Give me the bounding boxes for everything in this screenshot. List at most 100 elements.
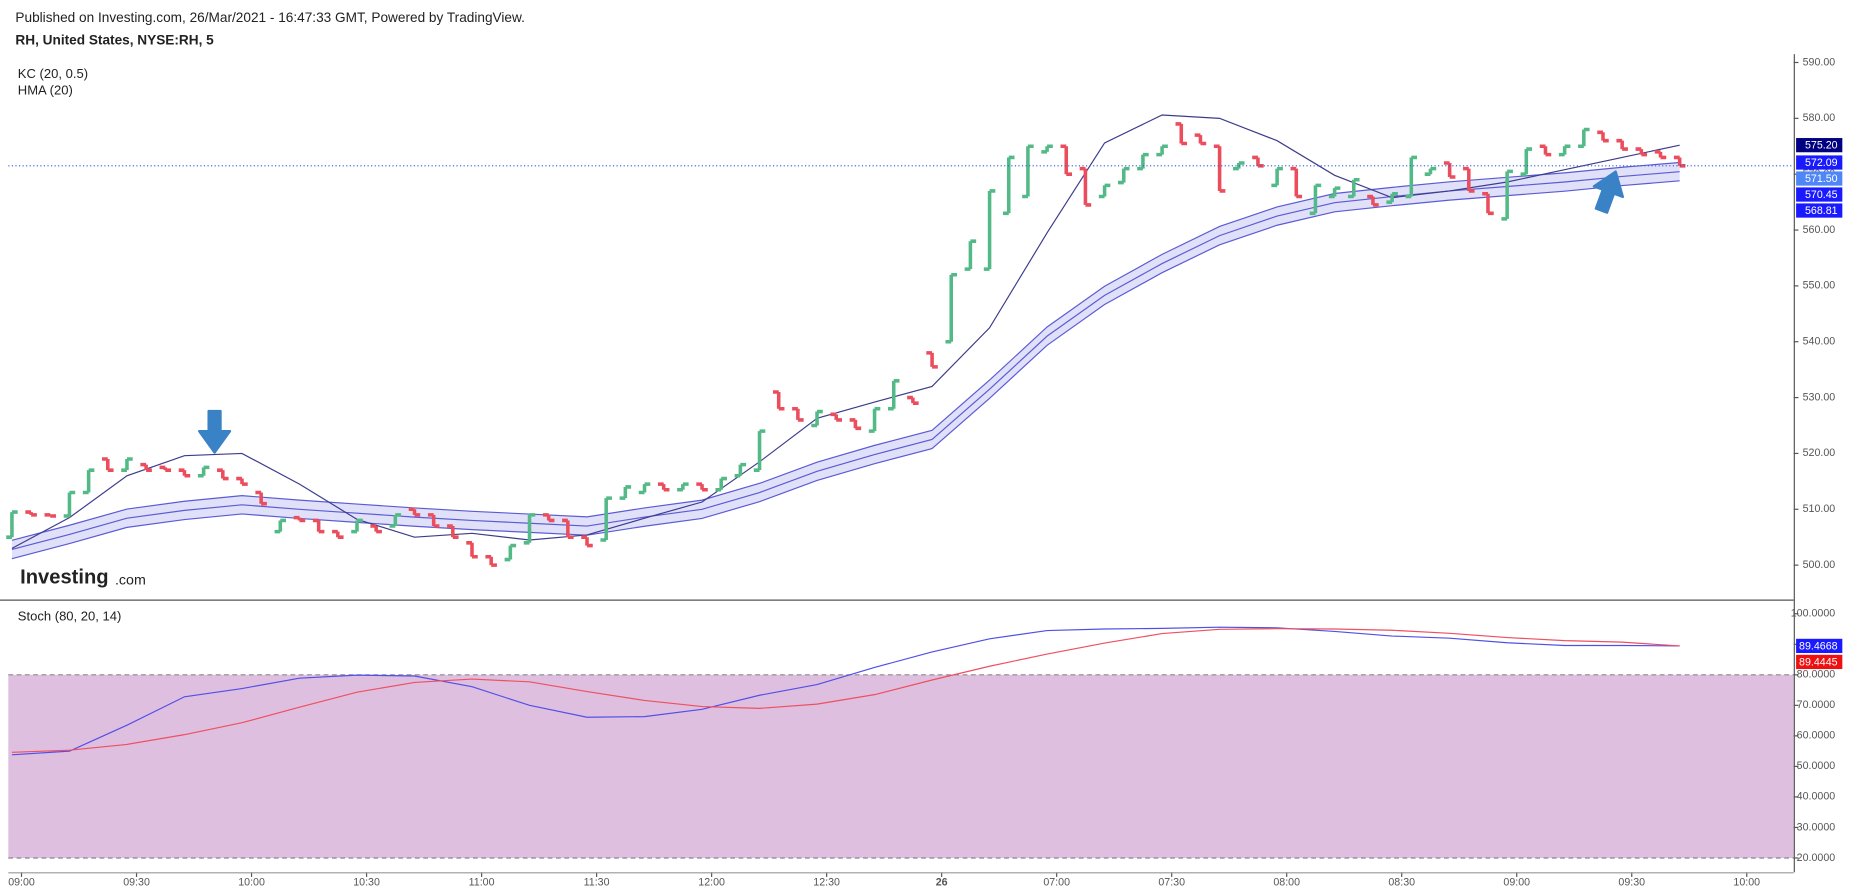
price-bar xyxy=(102,457,114,472)
y-tick-label: 510.00 xyxy=(1803,503,1836,515)
price-bar xyxy=(293,515,306,523)
published-note: Published on Investing.com, 26/Mar/2021 … xyxy=(15,10,524,25)
price-bar xyxy=(1597,130,1609,143)
price-bar xyxy=(1290,166,1303,199)
price-bar xyxy=(638,482,651,495)
price-bar xyxy=(619,485,632,500)
price-bar xyxy=(466,541,478,559)
price-bar xyxy=(1233,161,1245,171)
y-tick-label: 530.00 xyxy=(1803,391,1836,403)
price-bar xyxy=(427,513,440,528)
indicator-line xyxy=(11,114,1680,549)
price-bar xyxy=(504,543,517,562)
price-bar xyxy=(1309,183,1322,216)
price-bar xyxy=(312,518,325,534)
last-value-label: 575.20 xyxy=(1805,140,1838,152)
y-tick-label: 60.0000 xyxy=(1797,730,1836,742)
price-bar xyxy=(408,507,421,517)
price-bar xyxy=(1213,144,1226,193)
oversold-overbought-band xyxy=(8,674,1794,858)
x-tick-label: 10:30 xyxy=(353,877,380,889)
price-bar xyxy=(1328,186,1341,199)
price-bar xyxy=(945,272,957,344)
price-bar xyxy=(1118,166,1130,185)
stoch-line xyxy=(11,626,1680,756)
price-bar xyxy=(600,496,612,542)
x-tick-label: 08:30 xyxy=(1388,877,1415,889)
price-bar xyxy=(772,390,785,411)
price-bar xyxy=(811,409,823,428)
price-bar xyxy=(753,429,766,472)
price-bar xyxy=(542,513,555,523)
price-bar xyxy=(1539,144,1552,157)
channel-line xyxy=(11,180,1680,560)
y-tick-label: 20.0000 xyxy=(1797,852,1836,864)
indicator-legend: Stoch (80, 20, 14) xyxy=(18,609,122,624)
price-bar xyxy=(1424,166,1437,176)
price-bar xyxy=(1635,147,1648,157)
last-value-label: 89.4668 xyxy=(1799,640,1838,652)
price-bar xyxy=(887,379,900,411)
price-bar xyxy=(1175,122,1188,146)
y-tick-label: 580.00 xyxy=(1803,112,1836,124)
symbol-title: RH, United States, NYSE:RH, 5 xyxy=(15,33,214,48)
price-bar xyxy=(1501,169,1513,221)
price-bar xyxy=(657,482,670,492)
price-bar xyxy=(1482,191,1494,216)
price-bar xyxy=(581,535,593,548)
last-value-label: 570.45 xyxy=(1805,189,1838,201)
price-bar xyxy=(907,395,919,405)
x-tick-label: 10:00 xyxy=(238,877,265,889)
channel-line xyxy=(11,161,1680,541)
channel-fill xyxy=(11,162,1680,559)
price-bar xyxy=(197,465,210,478)
price-bar xyxy=(82,468,95,495)
last-value-label: 89.4445 xyxy=(1799,656,1838,668)
price-bar xyxy=(523,513,536,545)
last-value-box xyxy=(1796,187,1843,202)
price-bar xyxy=(1022,144,1034,199)
price-bar xyxy=(121,457,133,472)
up-arrow-annotation xyxy=(1592,170,1625,214)
price-bar xyxy=(1194,133,1207,146)
price-bar xyxy=(63,490,76,518)
price-bar xyxy=(140,462,152,472)
price-bar xyxy=(1098,183,1111,199)
price-bar xyxy=(370,524,382,534)
price-bar xyxy=(1654,150,1667,160)
last-value-box xyxy=(1796,638,1843,654)
x-tick-label: 09:30 xyxy=(123,877,150,889)
price-bar xyxy=(562,518,574,539)
last-value-box xyxy=(1796,654,1843,670)
price-bar xyxy=(1060,144,1073,176)
price-bar xyxy=(236,476,248,486)
price-bar xyxy=(1558,144,1571,157)
y-tick-label: 100.0000 xyxy=(1791,608,1836,620)
y-tick-label: 500.00 xyxy=(1803,559,1836,571)
y-tick-label: 520.00 xyxy=(1803,447,1836,459)
price-bar xyxy=(274,518,287,534)
x-tick-label: 11:30 xyxy=(584,877,610,889)
price-bar xyxy=(677,482,689,492)
price-bar xyxy=(849,418,862,431)
price-bar xyxy=(715,476,727,492)
price-bar xyxy=(485,554,497,567)
price-bar xyxy=(830,412,842,422)
last-value-box xyxy=(1796,138,1843,153)
plot: 500.00 510.00 520.00 530.00 540.00 550.00 560.… xyxy=(6,56,1843,889)
price-bar xyxy=(178,468,191,478)
price-bar xyxy=(1041,144,1053,154)
x-tick-label: 09:30 xyxy=(1618,877,1645,889)
price-bar xyxy=(1578,127,1590,149)
channel-line xyxy=(11,171,1680,551)
x-tick-label: 10:00 xyxy=(1733,877,1760,889)
price-bar xyxy=(25,510,37,517)
last-value-box xyxy=(1796,171,1843,186)
y-tick-label: 550.00 xyxy=(1803,280,1836,292)
price-bar xyxy=(255,490,267,506)
price-bar xyxy=(696,482,708,492)
y-tick-label: 560.00 xyxy=(1803,224,1836,236)
price-bar xyxy=(868,406,881,433)
